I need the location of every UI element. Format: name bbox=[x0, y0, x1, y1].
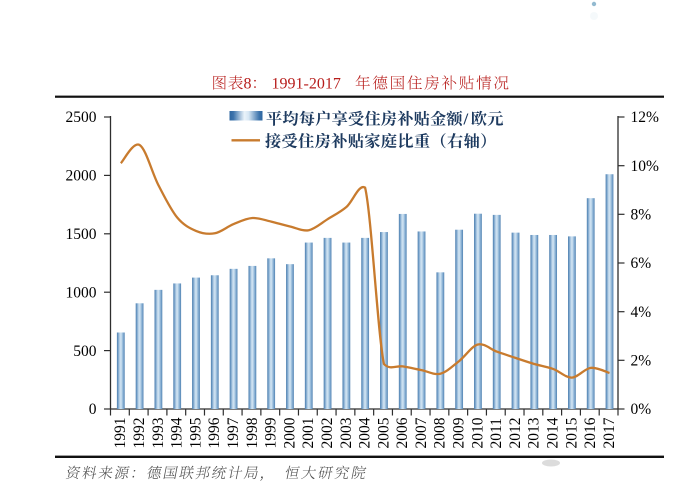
svg-text:2017: 2017 bbox=[601, 417, 618, 448]
svg-text:2003: 2003 bbox=[338, 417, 355, 448]
svg-text:1996: 1996 bbox=[206, 417, 223, 448]
svg-text:2%: 2% bbox=[631, 353, 652, 370]
svg-text:2015: 2015 bbox=[563, 417, 580, 448]
svg-text:1998: 1998 bbox=[244, 417, 261, 448]
svg-text:2000: 2000 bbox=[66, 168, 97, 185]
svg-text:1992: 1992 bbox=[131, 418, 148, 449]
svg-text:6%: 6% bbox=[631, 255, 652, 272]
svg-text:2010: 2010 bbox=[469, 417, 486, 448]
svg-text:2005: 2005 bbox=[375, 417, 392, 448]
svg-text:10%: 10% bbox=[631, 158, 660, 175]
svg-text:8%: 8% bbox=[631, 207, 652, 224]
svg-text:12%: 12% bbox=[631, 109, 660, 126]
svg-text:1991-2017: 1991-2017 bbox=[272, 76, 341, 93]
svg-text:2012: 2012 bbox=[507, 418, 524, 449]
svg-text:0: 0 bbox=[89, 401, 97, 418]
svg-text:2004: 2004 bbox=[357, 417, 374, 448]
svg-text:2009: 2009 bbox=[451, 417, 468, 448]
svg-text:1991: 1991 bbox=[112, 418, 129, 449]
svg-text:0%: 0% bbox=[631, 401, 652, 418]
svg-text:/: / bbox=[463, 110, 469, 129]
svg-text:2008: 2008 bbox=[432, 417, 449, 448]
svg-text:2002: 2002 bbox=[319, 418, 336, 449]
svg-text:500: 500 bbox=[73, 343, 97, 360]
svg-text:2001: 2001 bbox=[300, 418, 317, 449]
svg-text:2500: 2500 bbox=[66, 109, 97, 126]
svg-text:1994: 1994 bbox=[169, 417, 186, 448]
svg-text:2013: 2013 bbox=[526, 417, 543, 448]
svg-text:2011: 2011 bbox=[488, 418, 505, 448]
svg-text:1993: 1993 bbox=[150, 417, 167, 448]
svg-text:2007: 2007 bbox=[413, 417, 430, 448]
svg-text:2014: 2014 bbox=[545, 417, 562, 448]
svg-text:2000: 2000 bbox=[281, 417, 298, 448]
svg-text:8: 8 bbox=[244, 76, 252, 93]
svg-text:1995: 1995 bbox=[187, 417, 204, 448]
svg-text:2006: 2006 bbox=[394, 417, 411, 448]
svg-text:1500: 1500 bbox=[66, 226, 97, 243]
svg-text:2016: 2016 bbox=[582, 417, 599, 448]
svg-text:4%: 4% bbox=[631, 304, 652, 321]
svg-text:1999: 1999 bbox=[263, 417, 280, 448]
svg-text:1997: 1997 bbox=[225, 417, 242, 448]
svg-text:1000: 1000 bbox=[66, 284, 97, 301]
